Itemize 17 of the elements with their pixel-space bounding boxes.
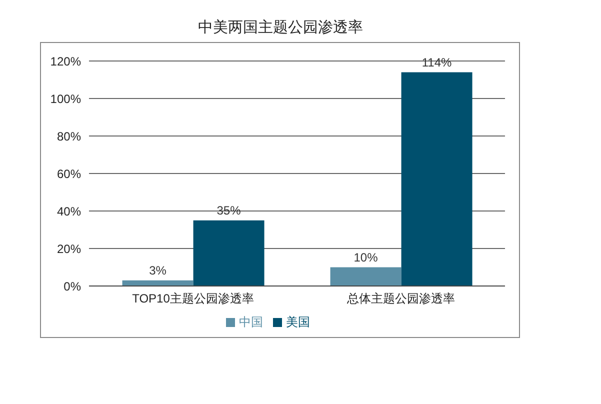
legend-label: 中国 [239,315,263,329]
y-tick-label: 60% [56,166,82,181]
bar [401,72,472,286]
data-label: 10% [354,250,378,264]
bar [330,267,402,286]
x-tick-label: 总体主题公园渗透率 [346,292,455,306]
y-tick-label: 120% [50,54,82,68]
chart-title: 中美两国主题公园渗透率 [197,18,364,37]
bar [193,220,264,286]
x-tick-label: TOP10主题公园渗透率 [132,292,254,306]
data-label: 3% [149,263,167,278]
y-tick-label: 40% [56,204,82,218]
y-tick-label: 100% [50,92,82,106]
legend-label: 美国 [286,315,310,329]
y-tick-label: 80% [56,129,82,144]
y-tick-label: 20% [56,242,82,256]
y-tick-label: 0% [64,279,82,294]
